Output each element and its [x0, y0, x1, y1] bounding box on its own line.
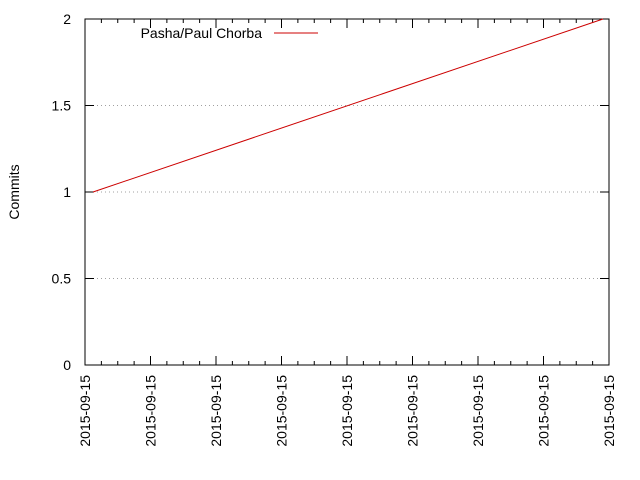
y-tick-label: 1: [63, 184, 71, 200]
legend: Pasha/Paul Chorba: [141, 25, 318, 41]
y-tick-label: 1.5: [52, 98, 72, 114]
plot-frame: [84, 18, 610, 366]
x-tick-label: 2015-09-15: [274, 375, 290, 447]
x-tick-label: 2015-09-15: [77, 375, 93, 447]
series-layer: [92, 18, 604, 193]
y-tick-label: 2: [63, 11, 71, 27]
y-axis-label: Commits: [6, 164, 22, 219]
legend-label: Pasha/Paul Chorba: [141, 25, 263, 41]
y-tick-label: 0.5: [52, 271, 72, 287]
x-tick-label: 2015-09-15: [339, 375, 355, 447]
y-tick-label: 0: [63, 357, 71, 373]
axis-ticks: [84, 18, 610, 366]
x-tick-label: 2015-09-15: [536, 375, 552, 447]
x-tick-label: 2015-09-15: [143, 375, 159, 447]
x-tick-label: 2015-09-15: [601, 375, 617, 447]
x-tick-label: 2015-09-15: [470, 375, 486, 447]
y-tick-labels: 0 0.5 1 1.5 2: [52, 11, 72, 373]
x-tick-label: 2015-09-15: [208, 375, 224, 447]
series-line: [92, 18, 604, 193]
x-tick-label: 2015-09-15: [405, 375, 421, 447]
grid-lines: [85, 105, 609, 279]
x-tick-labels: 2015-09-15 2015-09-15 2015-09-15 2015-09-15…: [77, 375, 617, 447]
